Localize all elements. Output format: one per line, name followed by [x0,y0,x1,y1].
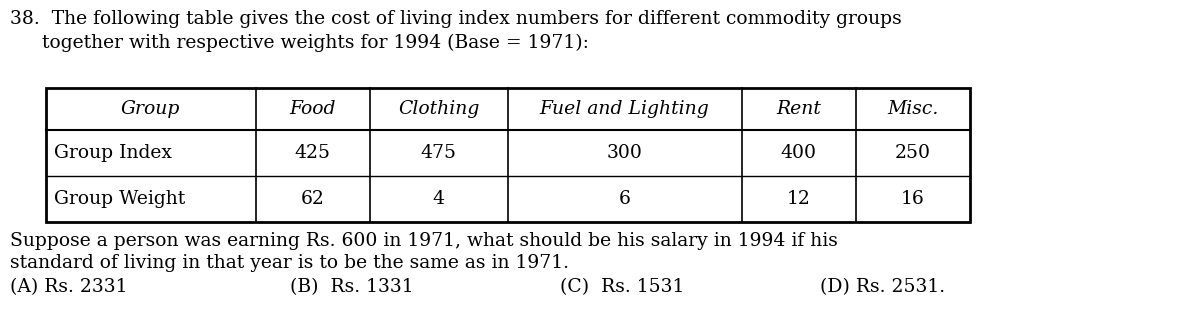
Text: Group Weight: Group Weight [54,190,185,208]
Text: standard of living in that year is to be the same as in 1971.: standard of living in that year is to be… [10,254,569,272]
Text: Group: Group [121,100,180,118]
Bar [46,88,970,222]
Text: 250: 250 [895,144,931,162]
Text: 4: 4 [433,190,445,208]
Text: Clothing: Clothing [398,100,479,118]
Text: Food: Food [289,100,336,118]
Text: 6: 6 [619,190,630,208]
Text: 38.  The following table gives the cost of living index numbers for different co: 38. The following table gives the cost o… [10,10,901,28]
Text: 16: 16 [901,190,924,208]
Text: (D) Rs. 2531.: (D) Rs. 2531. [820,278,946,296]
Text: (B)  Rs. 1331: (B) Rs. 1331 [290,278,414,296]
Text: (C)  Rs. 1531: (C) Rs. 1531 [560,278,684,296]
Text: 475: 475 [421,144,457,162]
Text: Misc.: Misc. [887,100,938,118]
Text: 62: 62 [301,190,324,208]
Text: 425: 425 [295,144,331,162]
Text: together with respective weights for 1994 (Base = 1971):: together with respective weights for 199… [42,34,589,52]
Text: Suppose a person was earning Rs. 600 in 1971, what should be his salary in 1994 : Suppose a person was earning Rs. 600 in … [10,232,838,250]
Text: 400: 400 [781,144,817,162]
Text: 300: 300 [607,144,642,162]
Text: Fuel and Lighting: Fuel and Lighting [540,100,709,118]
Text: Rent: Rent [776,100,821,118]
Text: (A) Rs. 2331: (A) Rs. 2331 [10,278,127,296]
Text: Group Index: Group Index [54,144,172,162]
Text: 12: 12 [787,190,810,208]
